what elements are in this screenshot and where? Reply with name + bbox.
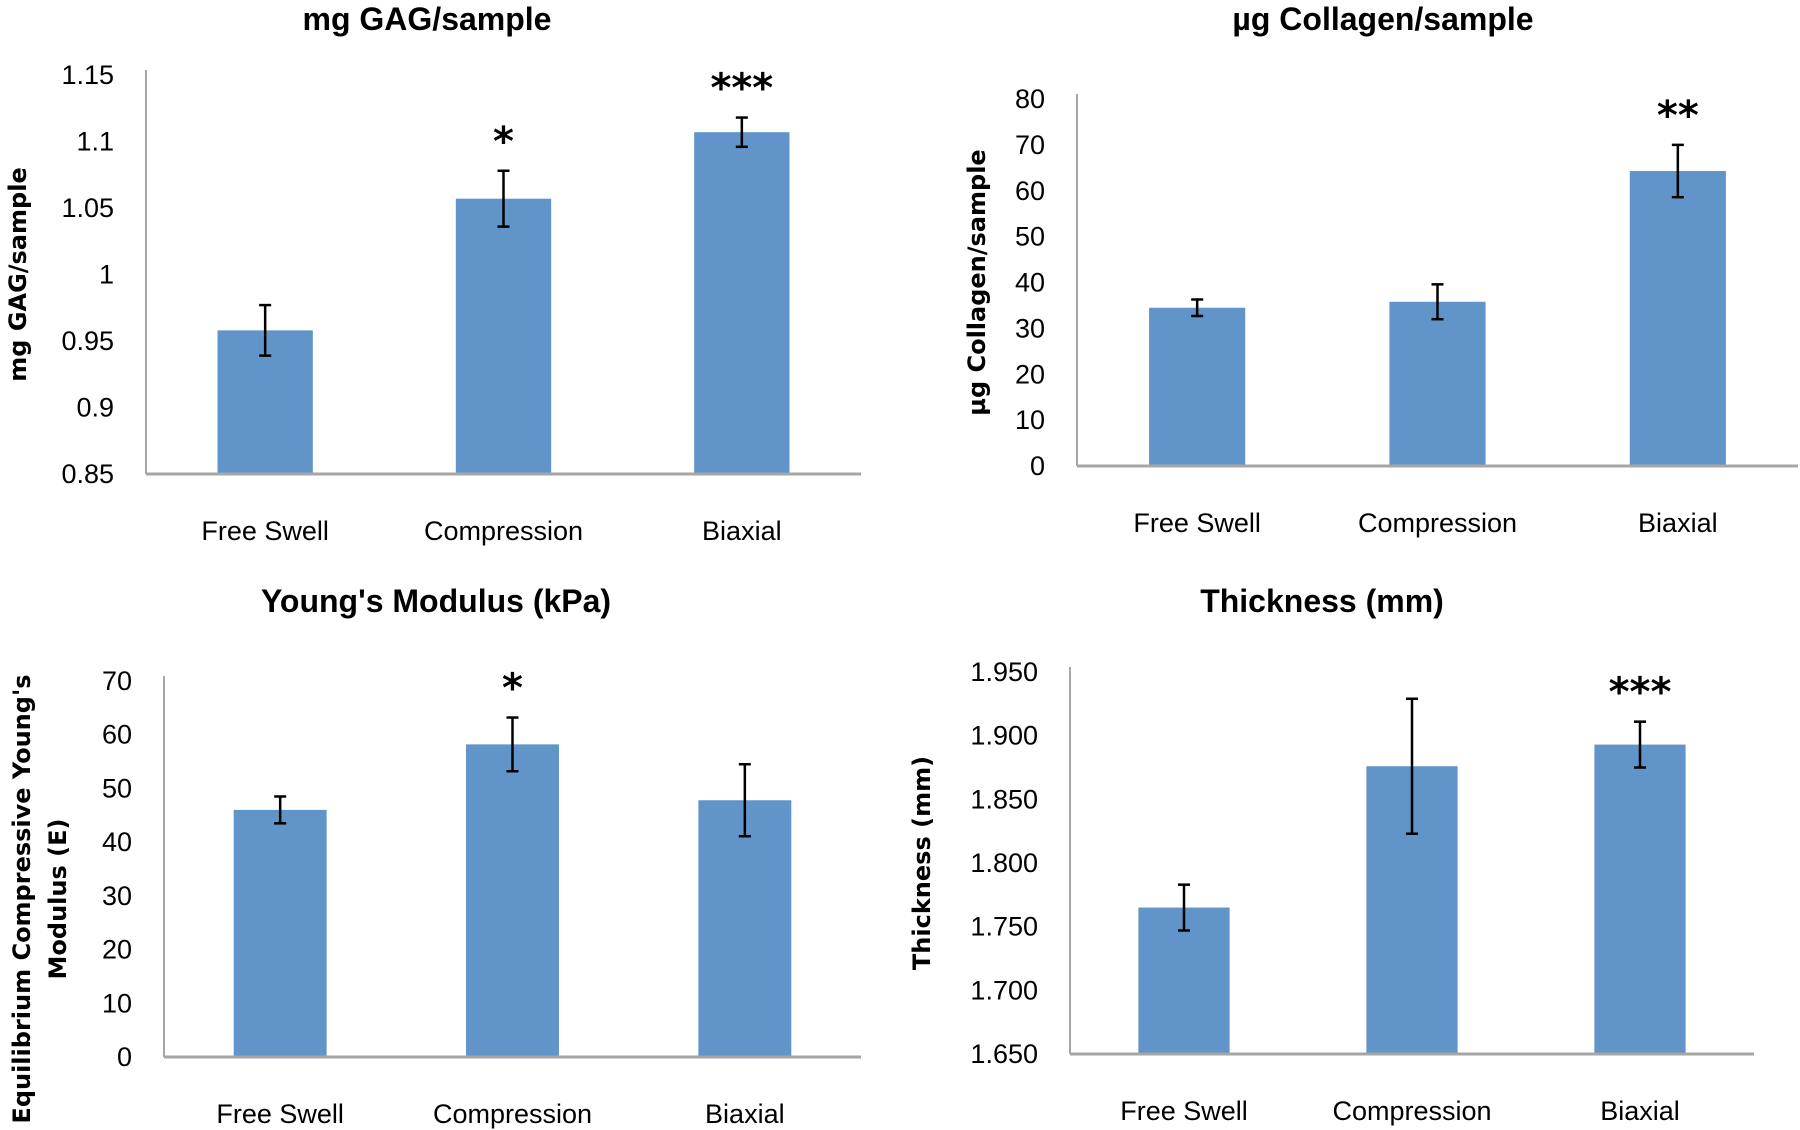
y-tick-label: 0: [1030, 451, 1045, 481]
bar-biaxial: [694, 132, 790, 474]
y-tick-label: 50: [102, 773, 132, 803]
x-tick-label: Biaxial: [702, 516, 782, 546]
y-tick-label: 30: [102, 881, 132, 911]
x-tick-label: Biaxial: [705, 1099, 785, 1129]
x-tick-label: Compression: [433, 1099, 592, 1129]
y-axis-label: Thickness (mm): [908, 756, 936, 970]
y-tick-label: 1.750: [970, 912, 1038, 942]
y-tick-label: 60: [1015, 176, 1045, 206]
significance-marker: ***: [1609, 670, 1672, 716]
bar-compression: [1389, 301, 1486, 466]
y-tick-label: 1.900: [970, 721, 1038, 751]
y-tick-label: 0.95: [61, 326, 114, 356]
bar-compression: [466, 744, 559, 1057]
y-tick-label: 0: [117, 1042, 132, 1072]
x-tick-label: Biaxial: [1600, 1096, 1680, 1126]
x-tick-label: Free Swell: [201, 516, 329, 546]
y-tick-label: 70: [1015, 130, 1045, 160]
y-tick-label: 50: [1015, 222, 1045, 252]
y-tick-label: 1.950: [970, 657, 1038, 687]
chart-title: µg Collagen/sample: [1232, 1, 1533, 37]
x-tick-label: Free Swell: [1120, 1096, 1248, 1126]
y-tick-label: 80: [1015, 84, 1045, 114]
chart-panel-0: mg GAG/sample mg GAG/sample 0.85 0.9 0.95 1 1.…: [4, 1, 861, 546]
y-tick-label: 1.1: [76, 127, 114, 157]
chart-title: mg GAG/sample: [303, 1, 552, 37]
bar-compression: [455, 198, 552, 474]
chart-panel-3: Thickness (mm) Thickness (mm) 1.650 1.700 1.…: [908, 583, 1754, 1126]
significance-marker: ***: [710, 66, 773, 112]
y-tick-label: 20: [1015, 359, 1045, 389]
y-axis-label: µg Collagen/sample: [963, 149, 991, 415]
y-tick-label: 10: [102, 988, 132, 1018]
chart-panel-1: µg Collagen/sample µg Collagen/sample 0 10 2…: [963, 1, 1798, 538]
y-tick-label: 70: [102, 666, 132, 696]
y-tick-label: 0.85: [61, 459, 114, 489]
y-axis-label: Modulus (E): [44, 819, 72, 980]
chart-panel-2: Young's Modulus (kPa) Equilibrium Compres…: [8, 583, 861, 1129]
y-tick-label: 10: [1015, 405, 1045, 435]
y-tick-label: 60: [102, 720, 132, 750]
y-axis-label: Equilibrium Compressive Young's: [8, 674, 36, 1123]
chart-title: Young's Modulus (kPa): [261, 583, 611, 619]
y-tick-label: 1: [99, 260, 114, 290]
y-axis-label: mg GAG/sample: [4, 167, 32, 381]
significance-marker: *: [502, 666, 523, 712]
bar-biaxial: [698, 800, 792, 1057]
y-tick-label: 1.650: [970, 1039, 1038, 1069]
bar-free-swell: [233, 809, 327, 1057]
bar-biaxial: [1594, 744, 1686, 1054]
bar-free-swell: [1149, 307, 1246, 466]
significance-marker: **: [1657, 93, 1699, 139]
x-tick-label: Biaxial: [1638, 508, 1718, 538]
y-tick-label: 1.05: [61, 193, 114, 223]
significance-marker: *: [493, 119, 514, 165]
y-tick-label: 1.700: [970, 975, 1038, 1005]
chart-title: Thickness (mm): [1200, 583, 1444, 619]
y-tick-label: 40: [102, 827, 132, 857]
y-tick-label: 30: [1015, 313, 1045, 343]
y-tick-label: 1.15: [61, 60, 114, 90]
x-tick-label: Compression: [424, 516, 583, 546]
x-tick-label: Free Swell: [1133, 508, 1261, 538]
y-tick-label: 20: [102, 935, 132, 965]
y-tick-label: 1.800: [970, 848, 1038, 878]
bar-free-swell: [1138, 907, 1230, 1054]
bar-biaxial: [1629, 171, 1726, 466]
x-tick-label: Compression: [1358, 508, 1517, 538]
y-tick-label: 1.850: [970, 784, 1038, 814]
y-tick-label: 0.9: [76, 393, 114, 423]
x-tick-label: Compression: [1332, 1096, 1491, 1126]
x-tick-label: Free Swell: [216, 1099, 344, 1129]
y-tick-label: 40: [1015, 268, 1045, 298]
